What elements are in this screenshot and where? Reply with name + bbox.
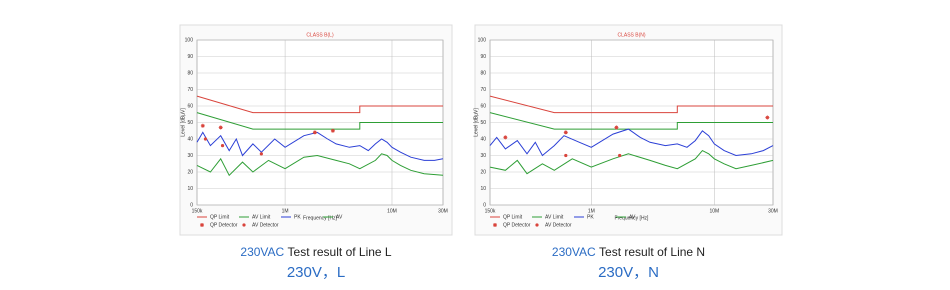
x-tick-label: 30M <box>768 208 778 214</box>
chart-title: CLASS B(N) <box>617 32 645 38</box>
legend-symbol <box>493 223 497 227</box>
y-tick-label: 10 <box>187 186 193 192</box>
x-tick-label: 150k <box>192 208 203 214</box>
legend-label: PK <box>587 214 594 220</box>
legend-label: QP Detector <box>210 222 238 228</box>
y-tick-label: 100 <box>185 37 194 43</box>
chart-title: CLASS B(L) <box>306 32 334 38</box>
detector-point <box>503 135 508 140</box>
series-line <box>489 112 773 130</box>
x-tick-label: 1M <box>282 208 289 214</box>
legend-symbol <box>535 223 539 227</box>
x-tick-label: 10M <box>387 208 397 214</box>
detector-point <box>564 153 568 158</box>
y-tick-label: 80 <box>187 70 193 76</box>
series-line <box>489 95 773 114</box>
sub-caption: 230V，L <box>287 264 345 281</box>
y-tick-label: 50 <box>480 120 486 126</box>
legend-label: AV <box>336 214 343 220</box>
y-tick-label: 90 <box>480 54 486 60</box>
caption: 230VAC Test result of Line L <box>240 245 392 259</box>
detector-point <box>312 130 317 135</box>
series-line <box>196 131 444 161</box>
caption-text: Test result of Line N <box>599 245 705 259</box>
detector-point <box>220 144 225 148</box>
y-tick-label: 20 <box>480 169 486 175</box>
y-tick-label: 70 <box>187 87 193 93</box>
caption-highlight: 230VAC <box>552 245 596 259</box>
x-tick-label: 1M <box>588 208 595 214</box>
x-axis-label: Frequency [Hz] <box>303 215 338 221</box>
legend-label: AV Detector <box>545 222 572 228</box>
detector-point <box>218 125 223 130</box>
legend-symbol <box>242 223 246 227</box>
y-tick-label: 100 <box>478 37 487 43</box>
detector-point <box>259 152 263 156</box>
series-line <box>196 95 443 114</box>
legend-label: AV Limit <box>545 214 564 220</box>
detector-point <box>765 115 770 120</box>
y-tick-label: 40 <box>187 136 193 142</box>
y-tick-label: 30 <box>187 153 193 159</box>
series-line <box>196 153 444 177</box>
y-tick-label: 60 <box>187 103 193 109</box>
legend-label: QP Detector <box>503 222 531 228</box>
caption-highlight: 230VAC <box>240 245 284 259</box>
y-tick-label: 0 <box>483 202 486 208</box>
y-tick-label: 50 <box>187 120 193 126</box>
y-axis-label: Level [dBµV] <box>473 108 479 137</box>
legend-label: AV Limit <box>252 214 271 220</box>
series-line <box>196 112 443 130</box>
y-tick-label: 70 <box>480 87 486 93</box>
y-tick-label: 20 <box>187 169 193 175</box>
y-tick-label: 60 <box>480 103 486 109</box>
y-tick-label: 80 <box>480 70 486 76</box>
y-tick-label: 40 <box>480 136 486 142</box>
detector-point <box>563 130 568 135</box>
y-axis-label: Level [dBµV] <box>180 108 186 137</box>
caption-text: Test result of Line L <box>288 245 392 259</box>
series-line <box>489 149 774 175</box>
legend-symbol <box>200 223 204 227</box>
x-tick-label: 30M <box>438 208 448 214</box>
x-axis-label: Frequency [Hz] <box>615 215 650 221</box>
y-tick-label: 0 <box>190 202 193 208</box>
legend-label: AV Detector <box>252 222 279 228</box>
detector-point <box>330 128 335 133</box>
legend-label: QP Limit <box>210 214 230 220</box>
detector-point <box>200 123 205 128</box>
detector-point <box>614 125 619 130</box>
x-tick-label: 150k <box>485 208 496 214</box>
x-tick-label: 10M <box>709 208 719 214</box>
detector-point <box>618 153 622 158</box>
y-tick-label: 90 <box>187 54 193 60</box>
sub-caption: 230V，N <box>598 264 659 281</box>
caption: 230VAC Test result of Line N <box>552 245 705 259</box>
legend-label: QP Limit <box>503 214 523 220</box>
y-tick-label: 10 <box>480 186 486 192</box>
legend-label: AV <box>629 214 636 220</box>
detector-point <box>203 137 208 141</box>
legend-label: PK <box>294 214 301 220</box>
y-tick-label: 30 <box>480 153 486 159</box>
series-line <box>489 128 774 157</box>
